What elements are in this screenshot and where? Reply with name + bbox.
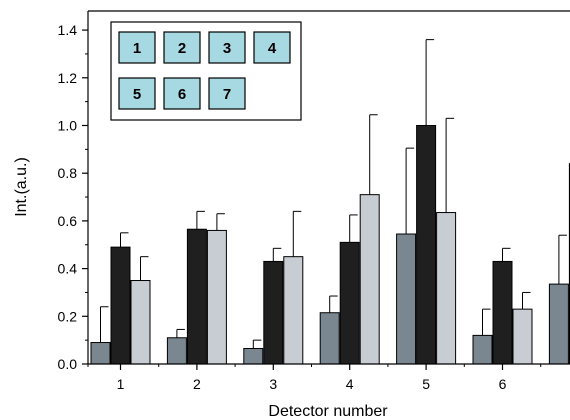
y-tick-label: 0.8 [58,165,78,181]
detector-box-2 [163,31,201,64]
bar-series-3-detector-3 [283,256,304,365]
x-tick-label: 3 [269,376,277,392]
bar-series-2-detector-5 [416,124,437,365]
detector-layout-inset: 1 2 3 4 5 6 7 [110,21,302,121]
y-tick-label: 1.4 [58,22,78,38]
x-tick-label: 5 [422,376,430,392]
bar-series-1-detector-2 [166,337,187,365]
x-axis-title: Detector number [268,403,388,420]
bar-series-2-detector-4 [339,241,360,365]
detector-box-label: 4 [268,40,277,57]
bar-series-1-detector-7 [548,283,569,365]
x-tick-label: 1 [117,376,125,392]
bar-series-1-detector-6 [472,334,493,365]
axes [87,10,570,365]
detector-box-label: 1 [133,40,141,57]
detector-box-7 [208,77,246,110]
y-tick-label: 0.6 [58,213,78,229]
x-tick-label: 6 [499,376,507,392]
bar-series-1-detector-1 [90,342,111,365]
bar-series-1-detector-4 [319,312,340,365]
detector-box-label: 7 [223,86,231,103]
y-axis-title: Int.(a.u.) [13,157,30,217]
error-bars-group [100,39,567,349]
detector-box-label: 3 [223,40,231,57]
y-ticks: 0.0 0.2 0.4 0.6 0.8 1.0 1.2 1.4 [58,22,88,372]
bar-series-3-detector-5 [436,212,457,365]
bar-series-3-detector-1 [130,280,151,365]
y-tick-label: 1.2 [58,70,78,86]
y-tick-label: 0.2 [58,308,78,324]
detector-box-label: 2 [178,40,186,57]
y-tick-label: 1.0 [58,117,78,133]
bar-series-3-detector-2 [206,229,227,365]
detector-box-5 [118,77,156,110]
bar-series-2-detector-2 [186,228,207,365]
bar-series-2-detector-1 [110,246,131,365]
detector-box-3 [208,31,246,64]
bar-series-1-detector-3 [243,347,264,365]
bar-series-3-detector-6 [512,308,533,365]
detector-box-label: 5 [133,86,141,103]
detector-box-label: 6 [178,86,186,103]
detector-box-1 [118,31,156,64]
bar-series-3-detector-4 [359,194,380,365]
detector-box-4 [253,31,291,64]
detector-box-6 [163,77,201,110]
x-tick-label: 2 [193,376,201,392]
x-tick-label: 4 [346,376,354,392]
bar-series-1-detector-5 [396,233,417,365]
y-tick-label: 0.4 [58,261,78,277]
bar-series-2-detector-3 [263,260,284,365]
bar-series-2-detector-6 [492,260,513,365]
y-tick-label: 0.0 [58,356,78,372]
